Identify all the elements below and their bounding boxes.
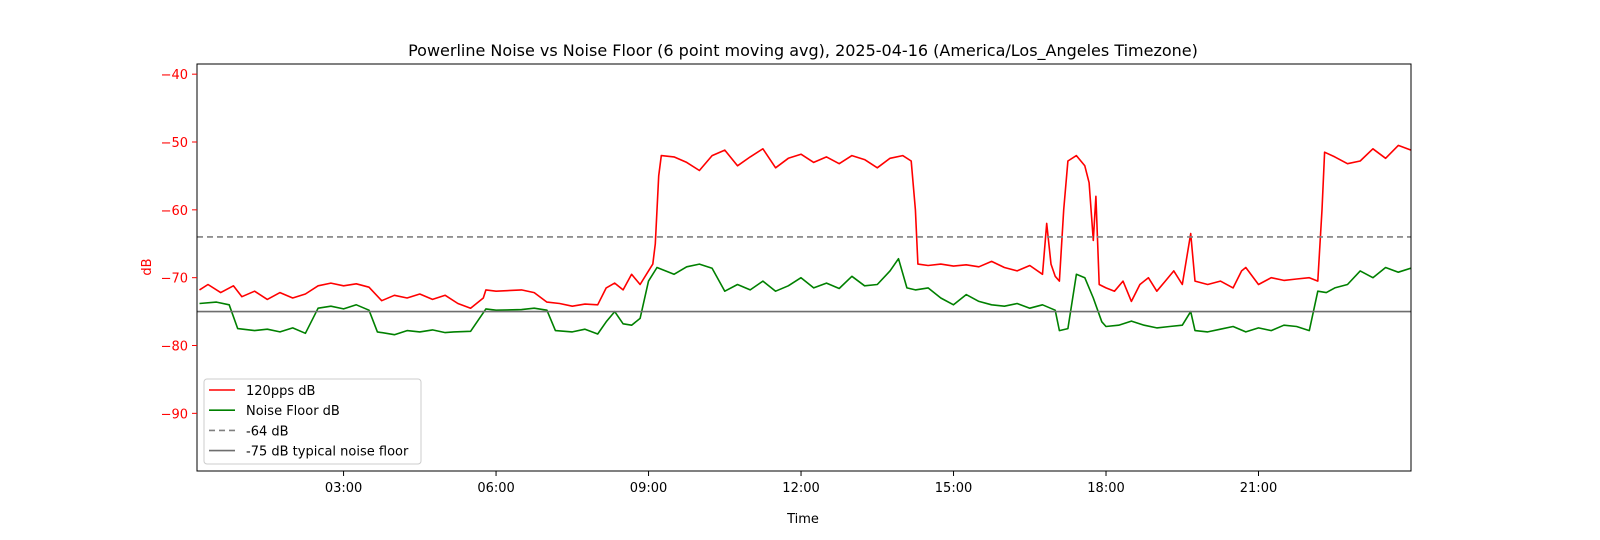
legend-label: 120pps dB — [246, 384, 315, 399]
y-tick-label: −50 — [161, 136, 188, 151]
x-tick-label: 03:00 — [325, 481, 362, 496]
legend-label: Noise Floor dB — [246, 404, 340, 419]
plot-area: 03:00 06:00 09:00 12:00 15:00 18:00 21:00 −40 −5… — [161, 63, 1412, 496]
y-tick-label: −40 — [161, 68, 188, 83]
y-tick-label: −60 — [161, 204, 188, 219]
y-axis-label: dB — [140, 258, 155, 275]
chart-title: Powerline Noise vs Noise Floor (6 point … — [408, 41, 1198, 61]
legend-label: -75 dB typical noise floor — [246, 445, 409, 460]
x-tick-label: 21:00 — [1240, 481, 1277, 496]
y-tick-label: −70 — [161, 272, 188, 287]
x-axis-label: Time — [786, 512, 819, 527]
series-line-0 — [199, 144, 1411, 309]
legend: 120pps dB Noise Floor dB -64 dB -75 dB typi… — [203, 378, 422, 465]
series-layer — [197, 144, 1411, 336]
y-tick-label: −90 — [161, 407, 188, 422]
series-line-1 — [199, 257, 1411, 336]
x-tick-label: 12:00 — [782, 481, 819, 496]
x-tick-label: 06:00 — [477, 481, 514, 496]
x-tick-label: 18:00 — [1087, 481, 1124, 496]
x-tick-label: 15:00 — [935, 481, 972, 496]
legend-box — [203, 378, 422, 465]
y-tick-label: −80 — [161, 340, 188, 355]
x-tick-label: 09:00 — [630, 481, 667, 496]
legend-label: -64 dB — [246, 424, 289, 439]
plot-frame — [196, 63, 1412, 472]
